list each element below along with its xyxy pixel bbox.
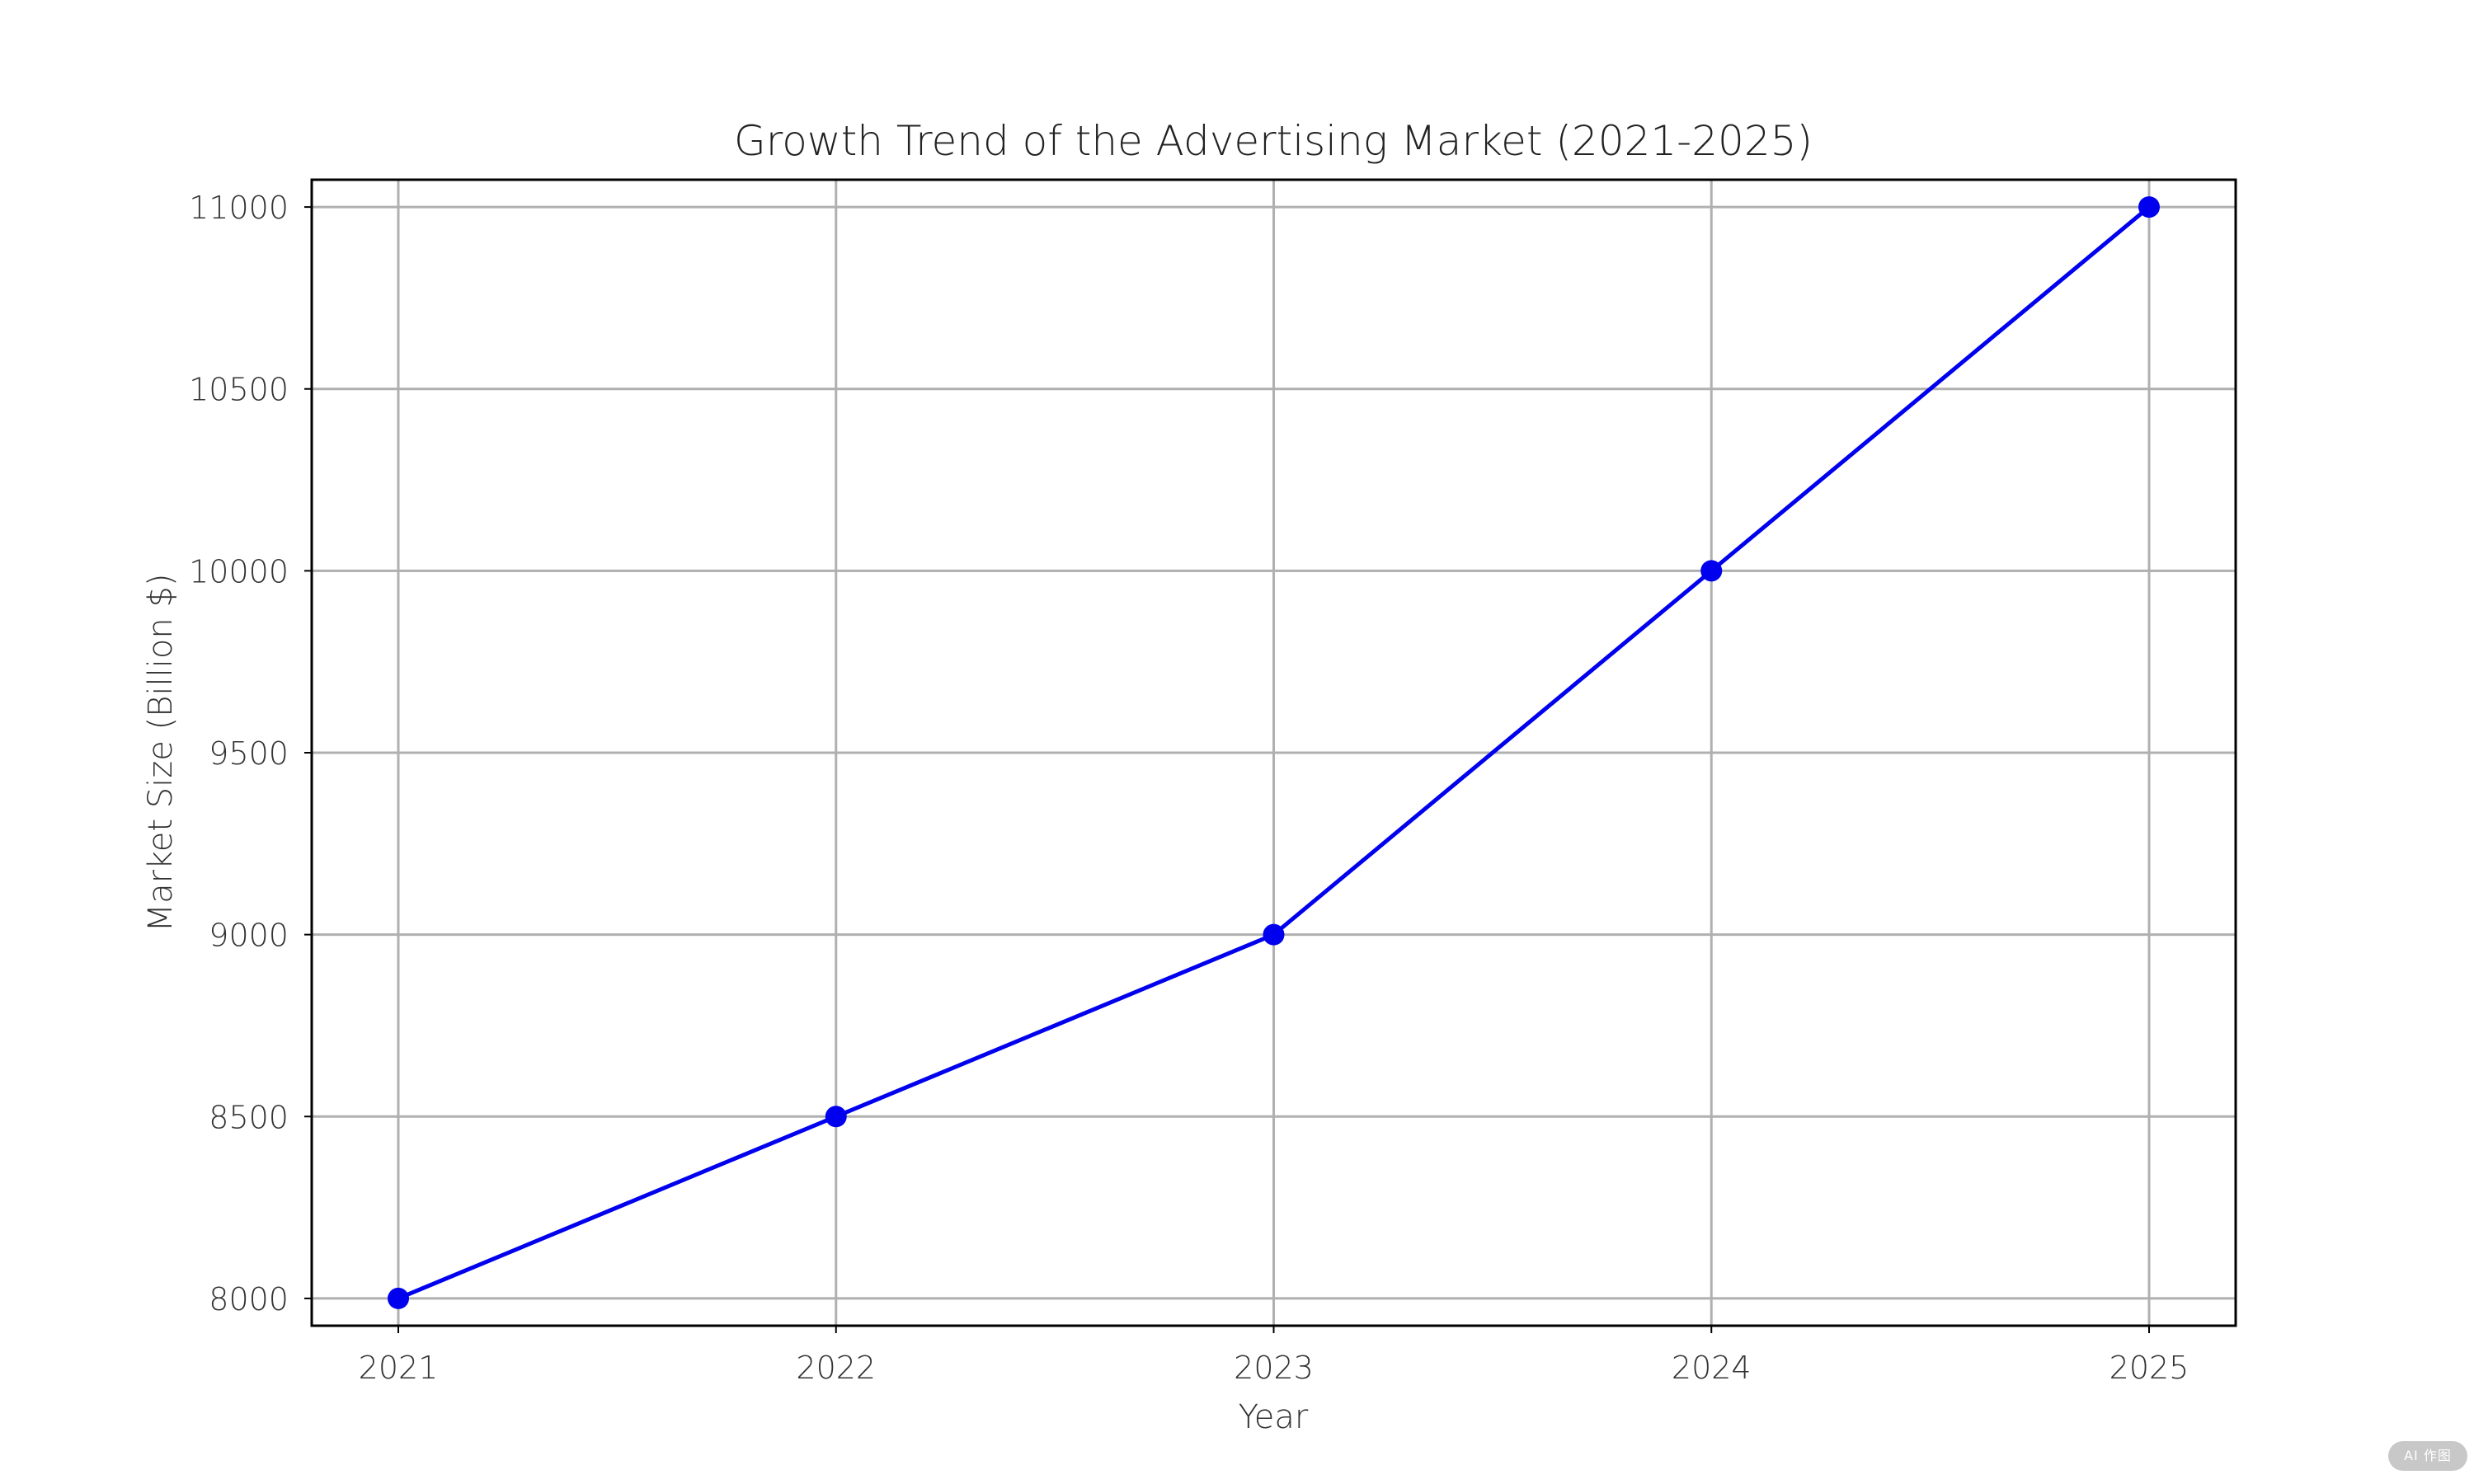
watermark-badge: AI 作图 — [2388, 1441, 2467, 1471]
x-axis-ticks: 2021 2022 2023 2024 2025 — [359, 1326, 2189, 1386]
x-tick-label: 2024 — [1672, 1350, 1752, 1386]
y-gridlines — [312, 205, 2236, 1300]
series-layer — [388, 196, 2160, 1309]
y-tick-label: 11000 — [189, 190, 289, 226]
data-point-marker — [2138, 196, 2160, 218]
y-tick-label: 9500 — [209, 735, 289, 772]
y-tick-label: 10000 — [189, 553, 289, 589]
y-axis-ticks: 8000 8500 9000 9500 10000 10500 11000 — [189, 190, 312, 1317]
x-tick-label: 2025 — [2109, 1350, 2189, 1386]
y-tick-label: 10500 — [189, 372, 289, 408]
y-tick-label: 8500 — [209, 1099, 289, 1135]
x-tick-label: 2021 — [359, 1350, 439, 1386]
chart-title: Growth Trend of the Advertising Market (… — [734, 117, 1813, 165]
y-tick-label: 9000 — [209, 918, 289, 954]
y-tick-label: 8000 — [209, 1281, 289, 1317]
data-point-marker — [825, 1106, 847, 1128]
data-point-marker — [1700, 560, 1723, 582]
y-axis-label: Market Size (Billion $) — [142, 574, 180, 932]
x-axis-label: Year — [1239, 1398, 1309, 1436]
data-point-marker — [1263, 923, 1285, 946]
x-tick-label: 2022 — [796, 1350, 876, 1386]
data-point-marker — [388, 1287, 409, 1309]
x-tick-label: 2023 — [1234, 1350, 1314, 1386]
